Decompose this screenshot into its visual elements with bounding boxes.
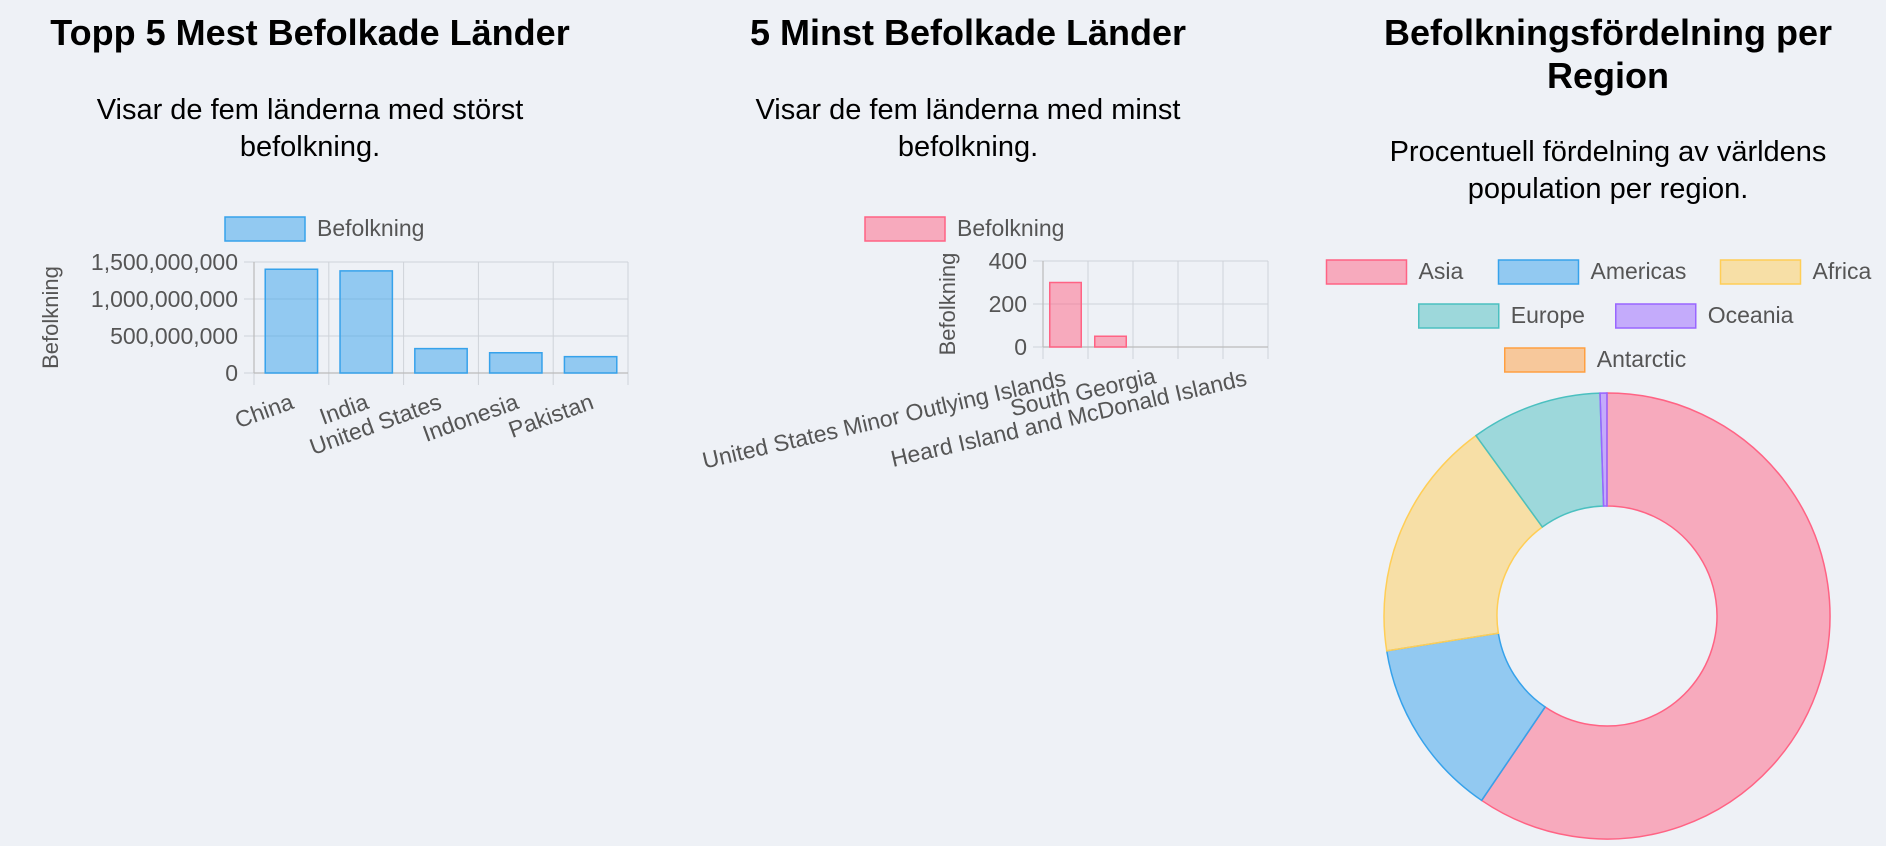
legend-swatch	[224, 216, 306, 242]
top5-bar-chart: Befolkning 0 500,000,000 1,000,000,000 1,500…	[38, 215, 629, 460]
legend-label: Asia	[1419, 258, 1464, 284]
top5-chart-title: Topp 5 Mest Befolkade Länder	[50, 12, 570, 53]
legend-label: Europe	[1511, 302, 1585, 328]
y-tick-label: 1,000,000,000	[91, 286, 238, 312]
regions-chart-title: Befolkningsfördelning per Region	[1383, 12, 1832, 96]
bar	[339, 270, 394, 374]
legend-swatch	[1418, 303, 1500, 329]
y-tick-label: 500,000,000	[110, 323, 238, 349]
bottom5-chart-subtitle: Visar de fem länderna med minst befolkni…	[755, 94, 1181, 163]
bar	[488, 352, 543, 374]
legend-swatch	[1719, 259, 1802, 285]
bar	[1094, 335, 1127, 348]
doughnut-slice	[1480, 392, 1831, 840]
top5-chart-subtitle: Visar de fem länderna med störst befolkn…	[96, 94, 524, 163]
legend-label: Befolkning	[957, 215, 1064, 241]
legend-label: Antarctic	[1597, 346, 1686, 372]
doughnut-slice	[1599, 392, 1608, 507]
y-tick-label: 200	[989, 291, 1027, 317]
y-axis-title: Befolkning	[38, 266, 63, 369]
legend-swatch	[1615, 303, 1697, 329]
x-tick-label: Pakistan	[505, 388, 597, 443]
doughnut-slice	[1383, 434, 1544, 652]
x-tick-label: China	[231, 388, 297, 433]
legend-swatch	[1325, 259, 1408, 285]
bar	[563, 355, 618, 374]
bar	[414, 347, 468, 374]
y-tick-label: 0	[225, 360, 238, 386]
y-tick-label: 0	[1014, 334, 1027, 360]
bottom5-chart-title: 5 Minst Befolkade Länder	[749, 12, 1187, 53]
legend-label: Africa	[1813, 258, 1872, 284]
legend-swatch	[1497, 259, 1580, 285]
legend-label: Americas	[1591, 258, 1687, 284]
y-axis-title: Befolkning	[935, 253, 960, 356]
legend-label: Oceania	[1708, 302, 1794, 328]
bar	[264, 268, 319, 374]
regions-chart-subtitle: Procentuell fördelning av världens popul…	[1389, 136, 1827, 205]
y-tick-label: 400	[989, 248, 1027, 274]
legend-label: Befolkning	[317, 215, 424, 241]
y-tick-label: 1,500,000,000	[91, 249, 238, 275]
legend-swatch	[1504, 347, 1586, 373]
bar	[1049, 281, 1082, 348]
regions-doughnut-chart: Asia Americas Africa Europe Oceania Antarctic	[1325, 258, 1872, 840]
legend-swatch	[864, 216, 946, 242]
